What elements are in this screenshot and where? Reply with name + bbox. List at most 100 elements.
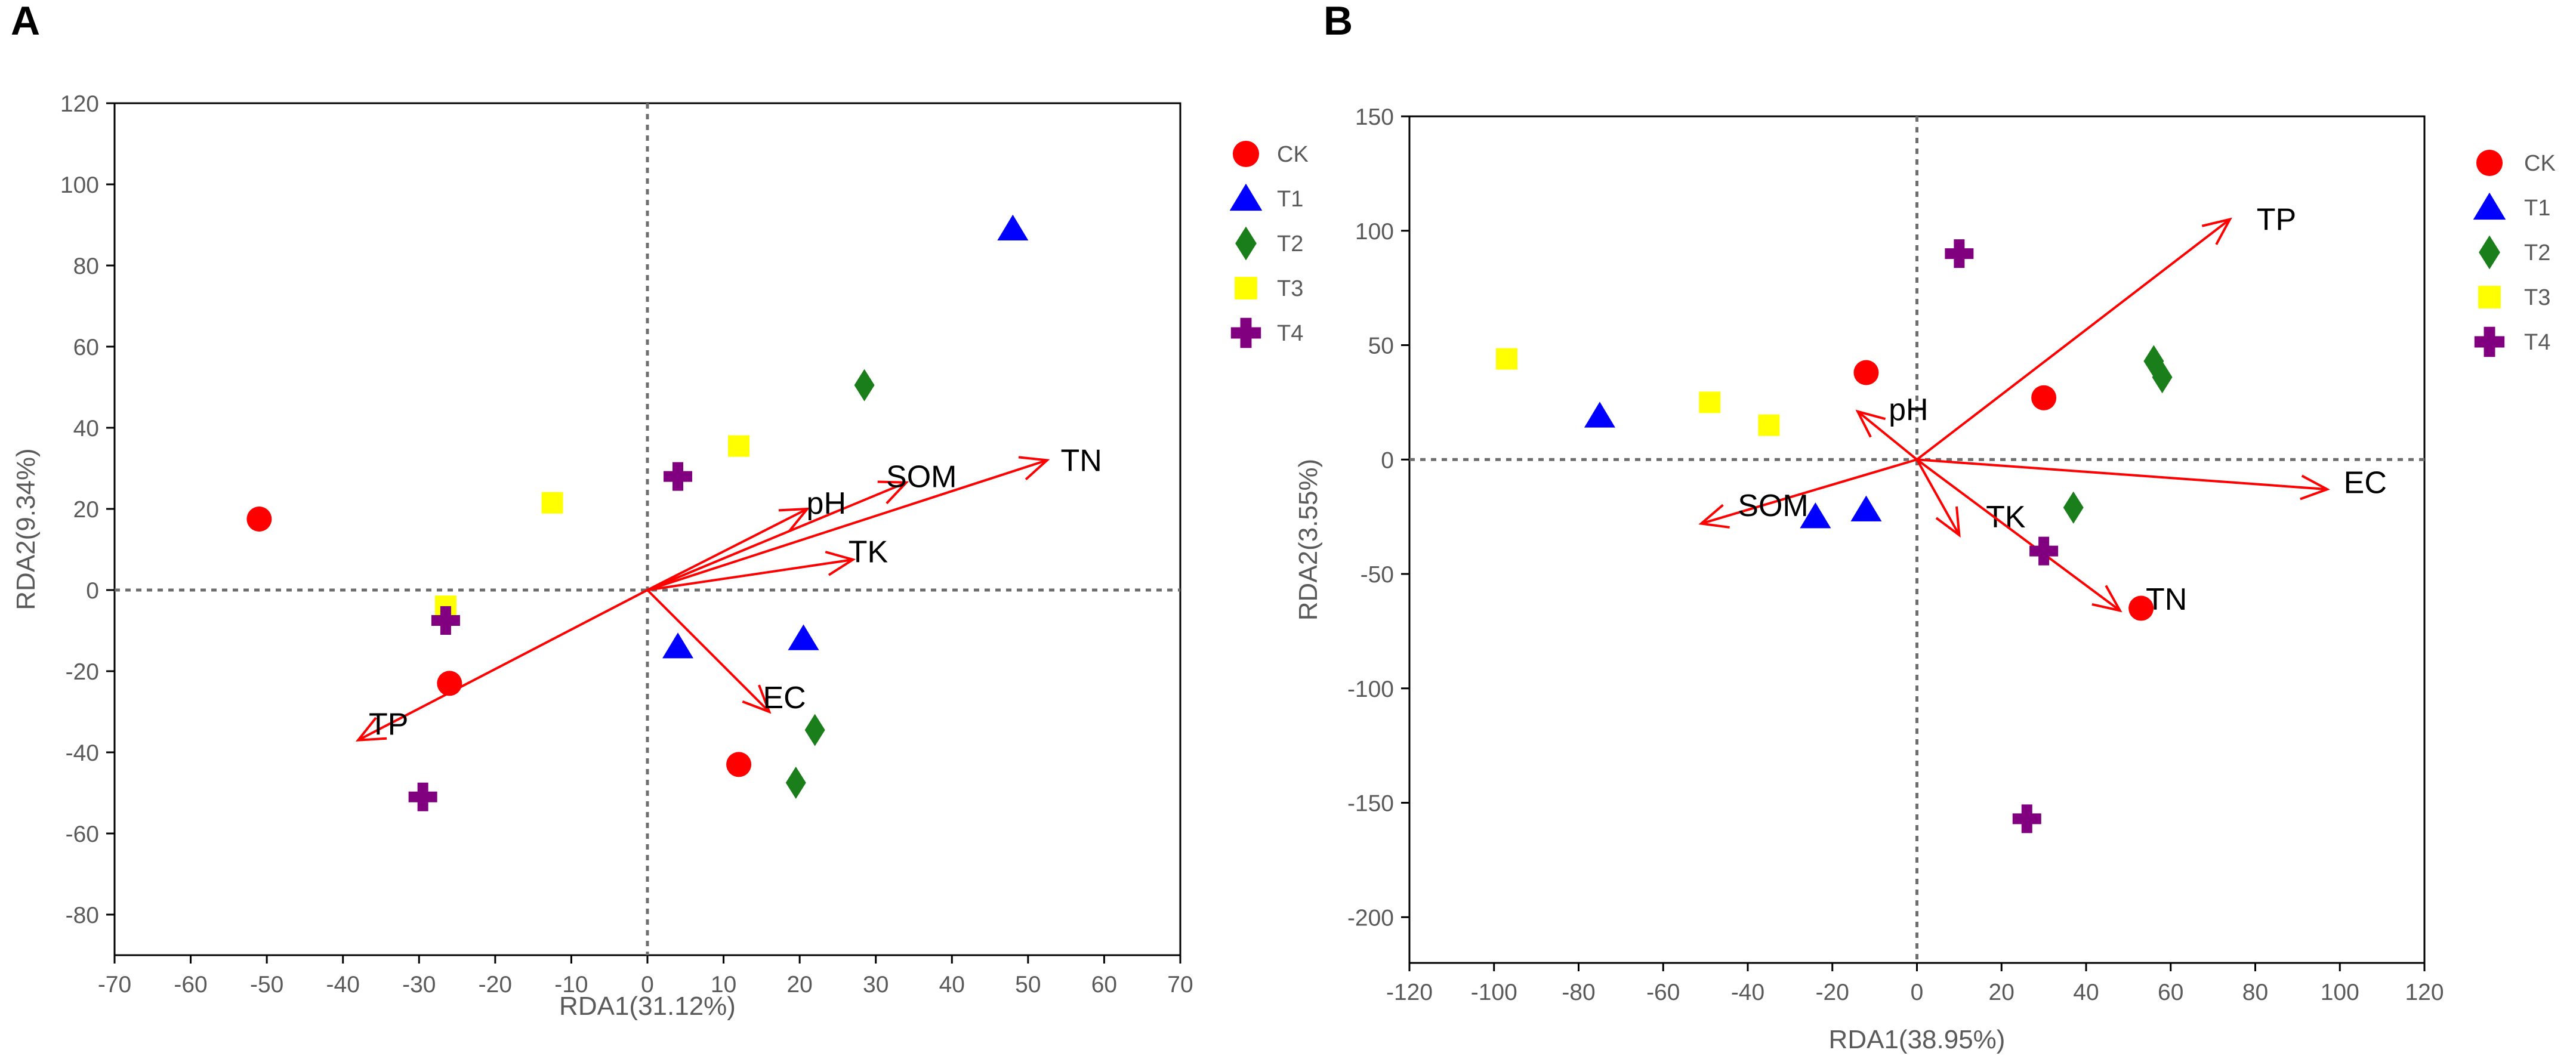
data-point-t3 xyxy=(541,492,563,514)
env-vector-som: SOM xyxy=(1698,458,1918,529)
y-tick-label: -50 xyxy=(1361,562,1394,588)
legend-item-ck: CK xyxy=(2476,149,2556,177)
env-vector-ec: EC xyxy=(1917,458,2387,501)
y-tick-label: 0 xyxy=(1381,447,1394,473)
y-tick-label: 20 xyxy=(73,497,99,523)
legend-marker-ck xyxy=(1232,140,1260,168)
x-tick-label: 10 xyxy=(711,972,736,998)
vector-line xyxy=(357,589,648,742)
vector-label: pH xyxy=(1889,393,1928,427)
data-point-t4 xyxy=(2029,536,2059,566)
series-ck xyxy=(246,507,752,777)
data-point-t4 xyxy=(431,606,460,635)
data-point-ck xyxy=(2031,385,2057,410)
vector-arrowhead xyxy=(2300,474,2330,501)
data-point-ck xyxy=(246,507,272,532)
data-point-t4 xyxy=(408,782,437,811)
legend-item-t2: T2 xyxy=(1235,226,1303,261)
vector-arrowhead xyxy=(2201,217,2232,245)
legend-item-t2: T2 xyxy=(2479,235,2550,270)
legend-label: T2 xyxy=(1277,231,1303,257)
vector-line xyxy=(646,589,770,713)
env-vector-ec: EC xyxy=(646,589,806,715)
series-t3 xyxy=(1496,348,1780,436)
vector-label: TN xyxy=(1060,443,1102,478)
legend-item-t1: T1 xyxy=(2473,192,2550,221)
vector-line xyxy=(1915,459,1961,536)
x-tick-label: 100 xyxy=(2321,980,2359,1005)
legend-marker-t1 xyxy=(1229,183,1263,211)
vector-label: TK xyxy=(849,535,889,569)
legend: CK T1 T2 T3 T4 xyxy=(2473,149,2556,357)
x-tick-label: 50 xyxy=(1015,972,1041,998)
data-point-t1 xyxy=(662,632,694,659)
x-tick-label: -70 xyxy=(98,972,131,998)
x-tick-label: -40 xyxy=(1731,980,1764,1005)
y-tick-label: 80 xyxy=(73,254,99,279)
legend-label: T2 xyxy=(2524,240,2550,265)
x-tick-label: -80 xyxy=(1562,980,1595,1005)
legend-marker-t3 xyxy=(2478,286,2501,308)
x-tick-label: -20 xyxy=(1816,980,1849,1005)
vector-line xyxy=(647,558,853,591)
x-tick-label: 0 xyxy=(1911,980,1924,1005)
vector-label: SOM xyxy=(1738,489,1808,523)
legend-label: T1 xyxy=(2524,196,2550,221)
x-tick-label: 30 xyxy=(863,972,889,998)
y-tick-label: -80 xyxy=(66,903,99,928)
vector-label: TK xyxy=(1986,500,2026,535)
x-tick-label: -60 xyxy=(1646,980,1680,1005)
x-tick-label: -30 xyxy=(402,972,436,998)
series-t3 xyxy=(434,435,750,617)
vector-line xyxy=(1917,458,2328,491)
legend-label: T3 xyxy=(2524,285,2550,310)
vector-label: TP xyxy=(369,707,408,742)
legend-label: T4 xyxy=(1277,321,1303,346)
data-point-ck xyxy=(726,752,752,777)
x-axis-label: RDA1(31.12%) xyxy=(559,992,736,1021)
y-tick-label: -40 xyxy=(66,740,99,766)
x-tick-label: 60 xyxy=(1091,972,1117,998)
x-tick-label: 60 xyxy=(2158,980,2183,1005)
y-axis-label: RDA2(3.55%) xyxy=(1294,459,1323,620)
y-tick-label: 100 xyxy=(60,172,99,198)
vector-line xyxy=(647,508,808,591)
vector-arrowhead xyxy=(1855,409,1886,438)
data-point-t1 xyxy=(1800,502,1831,529)
env-vector-tp: TP xyxy=(355,589,648,742)
y-tick-label: -150 xyxy=(1347,791,1394,817)
vector-label: EC xyxy=(2344,466,2387,501)
env-vector-tk: TK xyxy=(647,535,889,591)
legend-item-t1: T1 xyxy=(1229,183,1303,212)
x-tick-label: 80 xyxy=(2242,980,2268,1005)
legend-label: T3 xyxy=(1277,276,1303,301)
y-tick-label: -100 xyxy=(1347,677,1394,702)
panel-b: B-120 -100 -80 -60 -40 -20 0 20 40 60 80 100 120-200… xyxy=(1294,0,2556,1054)
series-t1 xyxy=(1584,402,1882,529)
x-tick-label: 120 xyxy=(2405,980,2444,1005)
y-tick-label: 50 xyxy=(1368,334,1394,359)
data-point-t1 xyxy=(1584,402,1615,428)
data-point-t1 xyxy=(788,624,819,650)
legend-marker-ck xyxy=(2476,149,2503,177)
vector-arrowhead xyxy=(742,684,772,714)
legend-marker-t4 xyxy=(1230,317,1261,348)
legend-label: T1 xyxy=(1277,187,1303,212)
legend-item-ck: CK xyxy=(1232,140,1309,168)
y-tick-label: -20 xyxy=(66,659,99,685)
legend-marker-t2 xyxy=(2479,235,2500,270)
y-tick-label: 150 xyxy=(1355,104,1394,130)
env-vector-tk: TK xyxy=(1915,459,2026,538)
data-point-ck xyxy=(1853,360,1879,385)
x-tick-label: 70 xyxy=(1167,972,1193,998)
x-tick-label: 40 xyxy=(2073,980,2099,1005)
legend-label: CK xyxy=(1277,142,1309,167)
legend-item-t4: T4 xyxy=(2474,326,2550,357)
series-ck xyxy=(1853,360,2154,621)
y-tick-label: 100 xyxy=(1355,219,1394,245)
x-tick-label: -40 xyxy=(326,972,360,998)
x-tick-label: 20 xyxy=(786,972,812,998)
x-tick-label: -10 xyxy=(554,972,588,998)
vector-line xyxy=(647,459,1048,591)
vector-line xyxy=(1916,458,2121,612)
